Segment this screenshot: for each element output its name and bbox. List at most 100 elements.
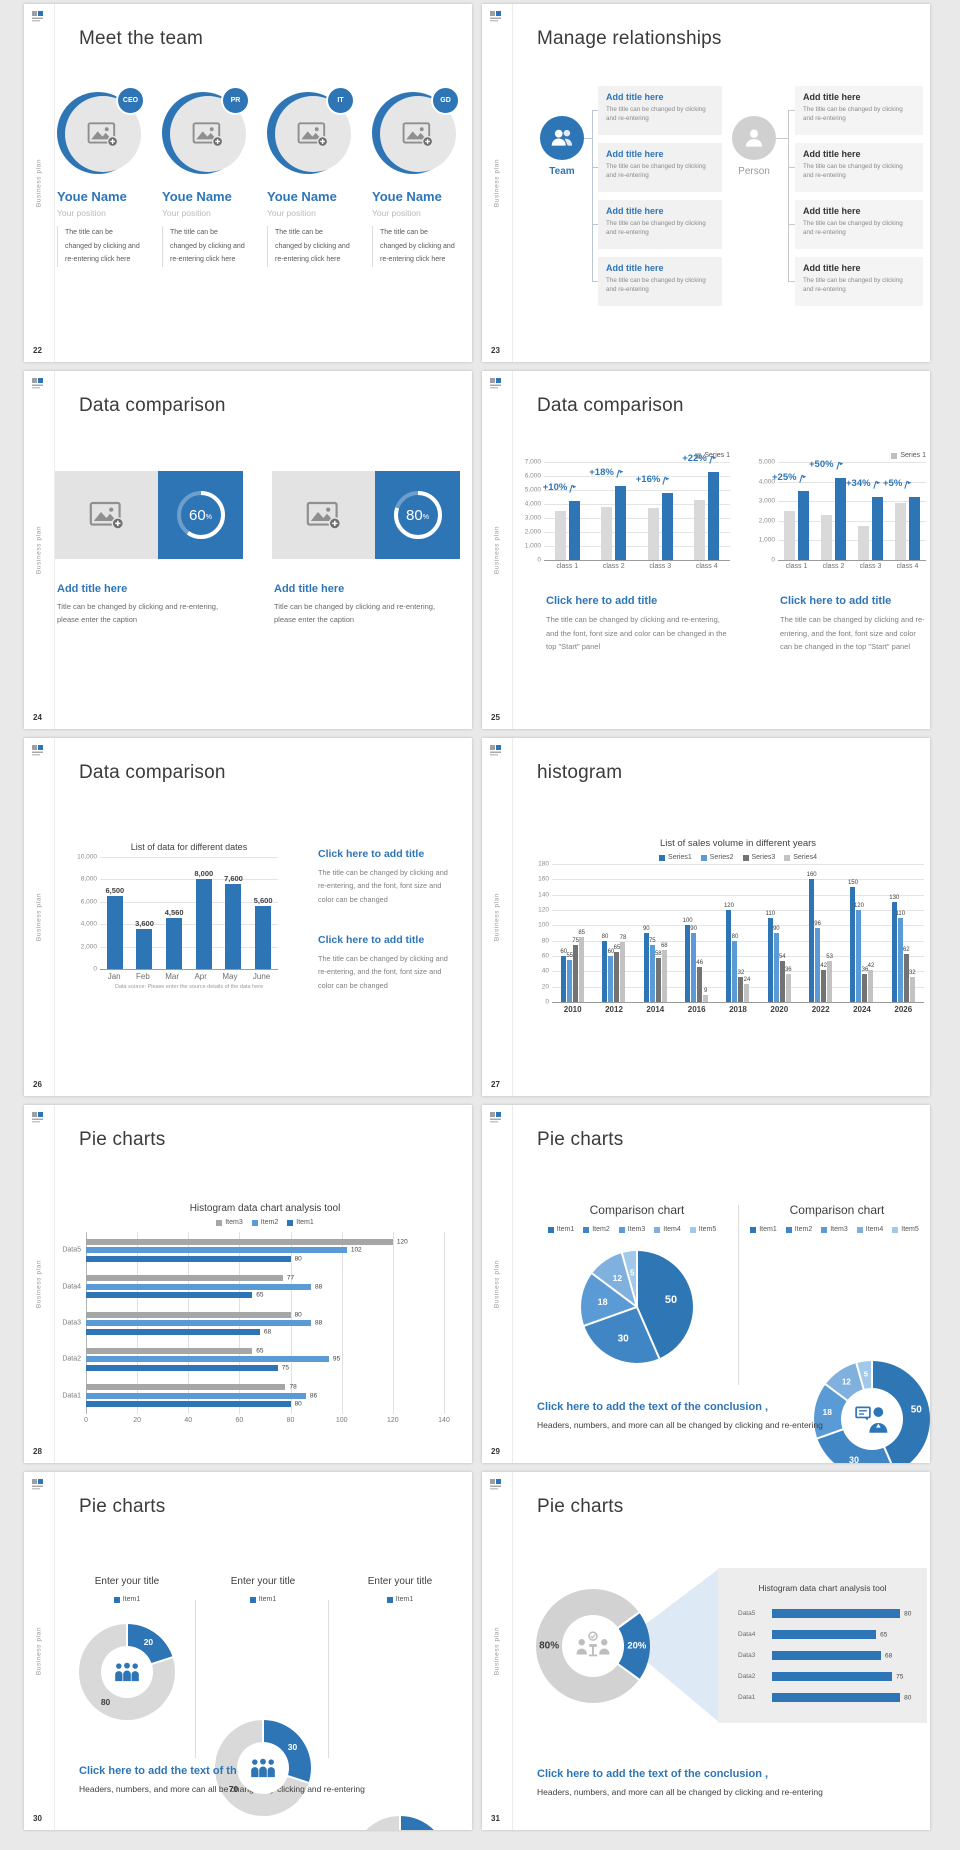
donut-chart: 20 80 — [79, 1624, 175, 1720]
member-description: The title can be changed by clicking and… — [372, 226, 456, 267]
flag-icon — [798, 475, 807, 484]
chart-caption-text: The title can be changed by clicking and… — [546, 615, 727, 651]
sidebar-vertical-text: Business plan — [493, 1259, 501, 1309]
flag-icon — [709, 455, 717, 464]
relationship-item: Add title here The title can be changed b… — [598, 200, 722, 249]
card-title: Add title here — [274, 583, 345, 595]
multi-series-bar-chart: List of sales volume in different years S… — [528, 838, 924, 1014]
slide-22[interactable]: Business plan 22 Meet the team CEO Youe … — [24, 4, 472, 362]
item-title: Add title here — [803, 92, 861, 102]
slide-31[interactable]: Business plan 31 Pie charts 20% 80% Histo… — [482, 1472, 930, 1830]
item-text: The title can be changed by clicking and… — [803, 106, 903, 123]
team-member: IT Youe Name Your position The title can… — [267, 86, 363, 267]
slide-23[interactable]: Business plan 23 Manage relationships Te… — [482, 4, 930, 362]
chart-caption-text: The title can be changed by clicking and… — [780, 615, 925, 651]
slide-title: Pie charts — [537, 1129, 624, 1150]
relationship-item: Add title here The title can be changed b… — [598, 143, 722, 192]
role-badge: IT — [326, 86, 355, 115]
flag-icon — [904, 481, 912, 490]
slide-title: Pie charts — [537, 1496, 624, 1517]
image-placeholder-box — [55, 471, 158, 559]
conclusion-text: Headers, numbers, and more can all be ch… — [537, 1420, 823, 1430]
slide-29[interactable]: Business plan 29 Pie charts Comparison c… — [482, 1105, 930, 1463]
item-title: Add title here — [803, 149, 861, 159]
block-text: The title can be changed by clicking and… — [318, 954, 448, 990]
panel-title: Histogram data chart analysis tool — [758, 1583, 887, 1593]
flag-icon — [835, 461, 844, 470]
page-number: 23 — [491, 346, 500, 355]
chart-legend: Item1 Item2 Item3 Item4 Item5 — [527, 1226, 737, 1233]
person-icon — [745, 129, 763, 147]
member-position: Your position — [267, 208, 316, 218]
connector-line — [788, 224, 795, 225]
slide-side-strip: Business plan — [24, 4, 55, 362]
percent-box: 80% — [375, 471, 460, 559]
relationship-item: Add title here The title can be changed b… — [795, 143, 923, 192]
page-number: 28 — [33, 1447, 42, 1456]
card-text: Title can be changed by clicking and re-… — [57, 602, 219, 625]
slide-side-strip: Business plan — [482, 738, 513, 1096]
image-placeholder-icon — [89, 501, 124, 530]
page-number: 30 — [33, 1814, 42, 1823]
item-text: The title can be changed by clicking and… — [803, 163, 903, 180]
image-placeholder-box — [272, 471, 375, 559]
role-badge: PR — [221, 86, 250, 115]
slide-side-strip: Business plan — [24, 1472, 55, 1830]
slide-side-strip: Business plan — [24, 1105, 55, 1463]
chart-legend: Item1 — [340, 1596, 460, 1603]
connector-line — [788, 110, 789, 282]
connector-line — [592, 110, 598, 111]
slide-25[interactable]: Business plan 25 Data comparison Series … — [482, 371, 930, 729]
block-title: Click here to add title — [318, 848, 425, 860]
connector-line — [776, 138, 788, 139]
chart-legend: Item1 — [67, 1596, 187, 1603]
chart-title: Enter your title — [94, 1576, 160, 1587]
item-text: The title can be changed by clicking and… — [606, 220, 706, 237]
chart-legend: Item1 — [203, 1596, 323, 1603]
connector-line — [788, 110, 795, 111]
relationship-item: Add title here The title can be changed b… — [795, 200, 923, 249]
person-label: Person — [738, 166, 770, 177]
image-placeholder-icon — [402, 122, 434, 148]
brand-logo-icon — [32, 1479, 43, 1490]
item-title: Add title here — [606, 92, 664, 102]
slide-title: Manage relationships — [537, 28, 722, 49]
chart-title: Enter your title — [367, 1576, 433, 1587]
slide-title: Meet the team — [79, 28, 204, 49]
page-number: 29 — [491, 1447, 500, 1456]
slide-title: Data comparison — [79, 395, 226, 416]
relationship-item: Add title here The title can be changed b… — [795, 257, 923, 306]
chart-title: Comparison chart — [789, 1203, 885, 1217]
slide-title: Pie charts — [79, 1129, 166, 1150]
chart-title: Comparison chart — [589, 1203, 685, 1217]
slide-24[interactable]: Business plan 24 Data comparison 60% Add… — [24, 371, 472, 729]
ring-gauge: 60% — [158, 471, 243, 559]
connector-line — [584, 138, 592, 139]
role-badge: GD — [431, 86, 460, 115]
slide-27[interactable]: Business plan 27 histogram List of sales… — [482, 738, 930, 1096]
member-name: Youe Name — [57, 189, 127, 204]
brand-logo-icon — [490, 745, 501, 756]
slide-28[interactable]: Business plan 28 Pie charts Histogram da… — [24, 1105, 472, 1463]
brand-logo-icon — [490, 378, 501, 389]
connector-line — [592, 110, 593, 282]
member-position: Your position — [57, 208, 106, 218]
meeting-icon — [576, 1631, 610, 1657]
slide-side-strip: Business plan — [24, 371, 55, 729]
connector-line — [788, 167, 795, 168]
chart-legend: Item1 Item2 Item3 Item4 Item5 — [737, 1226, 930, 1233]
sidebar-vertical-text: Business plan — [35, 158, 43, 208]
connector-line — [788, 281, 795, 282]
item-text: The title can be changed by clicking and… — [803, 220, 903, 237]
team-circle — [540, 116, 584, 160]
people-group-icon — [251, 1758, 275, 1778]
slide-30[interactable]: Business plan 30 Pie charts Enter your t… — [24, 1472, 472, 1830]
brand-logo-icon — [32, 11, 43, 22]
slide-side-strip: Business plan — [24, 738, 55, 1096]
chart-caption-title: Click here to add title — [780, 595, 892, 607]
slide-side-strip: Business plan — [482, 1472, 513, 1830]
slide-26[interactable]: Business plan 26 Data comparison List of… — [24, 738, 472, 1096]
brand-logo-icon — [490, 1112, 501, 1123]
percent-box: 60% — [158, 471, 243, 559]
member-name: Youe Name — [162, 189, 232, 204]
